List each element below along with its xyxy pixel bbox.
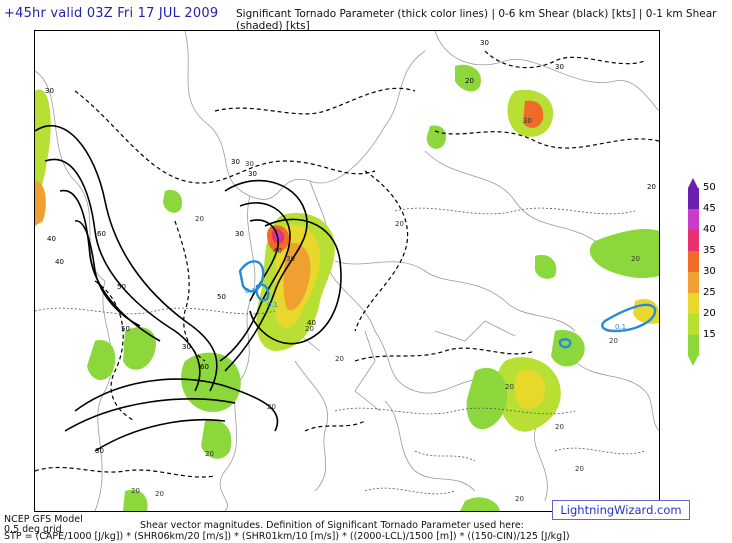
contour-label: 40 bbox=[47, 235, 56, 243]
contour-label: 20 bbox=[335, 355, 344, 363]
shear-0-1-shading bbox=[35, 64, 659, 511]
contour-label: 20 bbox=[647, 183, 656, 191]
contour-label: 20 bbox=[131, 487, 140, 495]
contour-label: 20 bbox=[267, 403, 276, 411]
legend-bottom-arrow bbox=[688, 356, 698, 366]
shear-0-1-labels: 20 20 20 20 20 20 30 30 20 20 20 20 20 2… bbox=[131, 117, 640, 503]
contour-label: 40 bbox=[307, 319, 316, 327]
legend-swatch bbox=[688, 272, 699, 293]
legend-swatch bbox=[688, 209, 699, 230]
contour-label: 30 bbox=[231, 158, 240, 166]
contour-label: 30 bbox=[182, 343, 191, 351]
contour-label: 30 bbox=[480, 39, 489, 47]
contour-label: 20 bbox=[195, 215, 204, 223]
legend-swatch bbox=[688, 335, 699, 356]
shear-0-6-contours bbox=[35, 124, 342, 452]
contour-label: 20 bbox=[609, 337, 618, 345]
contour-label: 20 bbox=[155, 490, 164, 498]
model-info: NCEP GFS Model 0.5 deg grid bbox=[4, 515, 83, 535]
contour-label: 20 bbox=[555, 423, 564, 431]
contour-label: 30 bbox=[286, 255, 295, 263]
legend-label: 15 bbox=[703, 329, 716, 340]
contour-label: 30 bbox=[235, 230, 244, 238]
legend-label: 45 bbox=[703, 203, 716, 214]
contour-label: 20 bbox=[465, 77, 474, 85]
brand-link[interactable]: LightningWizard.com bbox=[552, 500, 690, 520]
stp-label: 0.1 bbox=[245, 287, 256, 295]
contour-label: 20 bbox=[631, 255, 640, 263]
contour-label: 20 bbox=[205, 450, 214, 458]
map-canvas: 30 30 40 50 50 60 60 40 30 30 20 20 30 3… bbox=[35, 31, 659, 511]
legend-label: 25 bbox=[703, 287, 716, 298]
contour-label: 40 bbox=[55, 258, 64, 266]
contour-label: 50 bbox=[117, 283, 126, 291]
stp-labels: 0.1 0.1 0.1 bbox=[245, 287, 626, 331]
color-legend: 50 45 40 35 30 25 20 15 bbox=[688, 178, 728, 366]
valid-time-title: +45hr valid 03Z Fri 17 JUL 2009 bbox=[4, 6, 219, 21]
contour-label: 50 bbox=[121, 325, 130, 333]
contour-label: 50 bbox=[217, 293, 226, 301]
shear-0-6-dashed bbox=[35, 50, 659, 478]
legend-top-arrow bbox=[688, 178, 698, 188]
legend-swatch bbox=[688, 314, 699, 335]
legend-label: 30 bbox=[703, 266, 716, 277]
contour-label: 60 bbox=[97, 230, 106, 238]
legend-label: 20 bbox=[703, 308, 716, 319]
stp-contours bbox=[238, 260, 657, 349]
forecast-map: 30 30 40 50 50 60 60 40 30 30 20 20 30 3… bbox=[34, 30, 660, 512]
stp-label: 0.1 bbox=[615, 323, 626, 331]
legend-label: 40 bbox=[703, 224, 716, 235]
contour-label: 30 bbox=[523, 117, 532, 125]
definition-note: Shear vector magnitudes. Definition of S… bbox=[140, 520, 524, 531]
legend-swatch bbox=[688, 230, 699, 251]
legend-label: 50 bbox=[703, 182, 716, 193]
legend-swatch bbox=[688, 293, 699, 314]
contour-label: 30 bbox=[95, 447, 104, 455]
model-name: NCEP GFS Model bbox=[4, 514, 83, 525]
model-resolution: 0.5 deg grid bbox=[4, 524, 62, 535]
contour-label: 30 bbox=[248, 170, 257, 178]
shear-0-1-contours bbox=[35, 207, 646, 495]
legend-swatch bbox=[688, 188, 699, 209]
contour-label: 60 bbox=[200, 363, 209, 371]
contour-label: 40 bbox=[273, 247, 282, 255]
contour-label: 30 bbox=[245, 160, 254, 168]
stp-formula: STP = (CAPE/1000 [J/kg]) * (SHR06km/20 [… bbox=[4, 531, 570, 542]
contour-label: 20 bbox=[305, 325, 314, 333]
legend-label: 35 bbox=[703, 245, 716, 256]
contour-label: 20 bbox=[575, 465, 584, 473]
contour-label: 30 bbox=[555, 63, 564, 71]
shear-0-6-labels: 30 30 40 50 50 60 60 40 30 30 20 20 30 3… bbox=[45, 39, 656, 455]
contour-label: 20 bbox=[395, 220, 404, 228]
contour-label: 20 bbox=[515, 495, 524, 503]
legend-bar bbox=[688, 188, 699, 356]
legend-swatch bbox=[688, 251, 699, 272]
contour-label: 20 bbox=[505, 383, 514, 391]
parameter-description: Significant Tornado Parameter (thick col… bbox=[236, 8, 717, 32]
stp-label: 0.1 bbox=[267, 301, 278, 309]
contour-label: 30 bbox=[45, 87, 54, 95]
